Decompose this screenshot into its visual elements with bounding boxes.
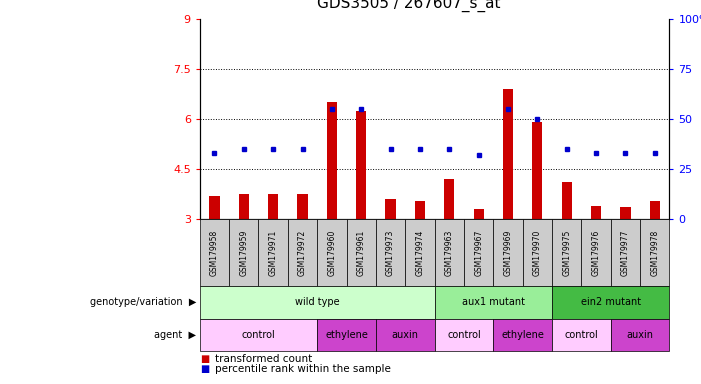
Bar — [356, 111, 367, 219]
Text: GDS3505 / 267607_s_at: GDS3505 / 267607_s_at — [317, 0, 501, 12]
Bar — [562, 182, 572, 219]
Bar — [259, 219, 288, 286]
Bar — [503, 89, 513, 219]
Text: GSM179972: GSM179972 — [298, 229, 307, 276]
Bar — [444, 179, 454, 219]
Bar — [435, 219, 464, 286]
Bar — [297, 194, 308, 219]
Text: GSM179971: GSM179971 — [268, 229, 278, 276]
Text: GSM179958: GSM179958 — [210, 229, 219, 276]
Text: ■: ■ — [200, 354, 209, 364]
Bar — [317, 219, 346, 286]
Bar — [327, 103, 337, 219]
Bar — [552, 219, 581, 286]
Bar — [288, 219, 317, 286]
Text: wild type: wild type — [295, 297, 339, 308]
Bar — [200, 286, 435, 319]
Bar — [640, 219, 669, 286]
Text: GSM179967: GSM179967 — [474, 229, 483, 276]
Text: GSM179970: GSM179970 — [533, 229, 542, 276]
Bar — [473, 209, 484, 219]
Bar — [200, 319, 317, 351]
Text: GSM179976: GSM179976 — [592, 229, 601, 276]
Text: aux1 mutant: aux1 mutant — [462, 297, 525, 308]
Text: GSM179974: GSM179974 — [416, 229, 424, 276]
Bar — [611, 219, 640, 286]
Bar — [268, 194, 278, 219]
Bar — [591, 205, 601, 219]
Bar — [435, 286, 552, 319]
Bar — [376, 319, 435, 351]
Bar — [435, 319, 494, 351]
Bar — [346, 219, 376, 286]
Text: GSM179975: GSM179975 — [562, 229, 571, 276]
Bar — [552, 286, 669, 319]
Bar — [620, 207, 631, 219]
Text: control: control — [564, 330, 598, 340]
Text: GSM179963: GSM179963 — [445, 229, 454, 276]
Bar — [415, 200, 425, 219]
Text: control: control — [447, 330, 481, 340]
Text: genotype/variation  ▶: genotype/variation ▶ — [90, 297, 196, 308]
Bar — [650, 200, 660, 219]
Text: GSM179960: GSM179960 — [327, 229, 336, 276]
Bar — [376, 219, 405, 286]
Text: GSM179977: GSM179977 — [621, 229, 630, 276]
Text: auxin: auxin — [392, 330, 418, 340]
Bar — [386, 199, 396, 219]
Bar — [523, 219, 552, 286]
Text: GSM179961: GSM179961 — [357, 229, 366, 276]
Text: control: control — [242, 330, 275, 340]
Text: GSM179959: GSM179959 — [239, 229, 248, 276]
Text: auxin: auxin — [627, 330, 653, 340]
Bar — [494, 219, 523, 286]
Bar — [238, 194, 249, 219]
Bar — [405, 219, 435, 286]
Bar — [581, 219, 611, 286]
Bar — [532, 122, 543, 219]
Bar — [552, 319, 611, 351]
Text: agent  ▶: agent ▶ — [154, 330, 196, 340]
Bar — [200, 219, 229, 286]
Bar — [494, 319, 552, 351]
Bar — [317, 319, 376, 351]
Text: ethylene: ethylene — [501, 330, 544, 340]
Text: ein2 mutant: ein2 mutant — [580, 297, 641, 308]
Bar — [611, 319, 669, 351]
Text: GSM179969: GSM179969 — [503, 229, 512, 276]
Bar — [464, 219, 494, 286]
Text: ethylene: ethylene — [325, 330, 368, 340]
Text: GSM179978: GSM179978 — [651, 229, 659, 276]
Text: GSM179973: GSM179973 — [386, 229, 395, 276]
Text: transformed count: transformed count — [215, 354, 313, 364]
Bar — [229, 219, 259, 286]
Text: ■: ■ — [200, 364, 209, 374]
Bar — [210, 195, 219, 219]
Text: percentile rank within the sample: percentile rank within the sample — [215, 364, 391, 374]
